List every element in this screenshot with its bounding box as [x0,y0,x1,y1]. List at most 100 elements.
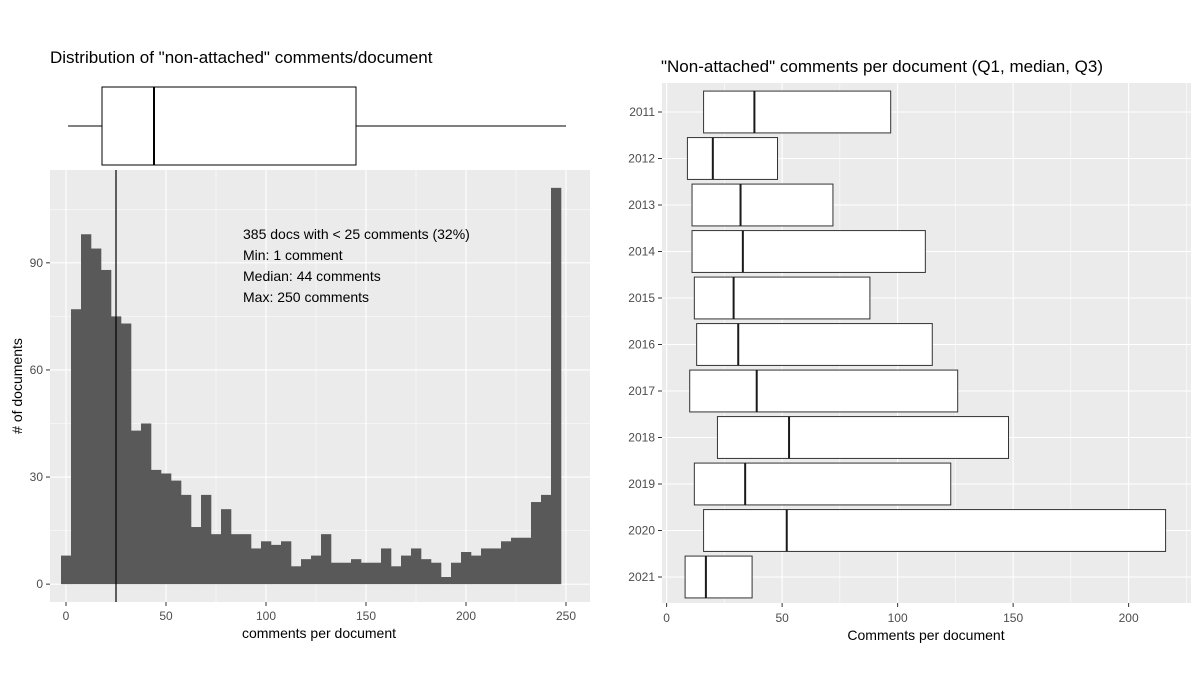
year-box-2017 [689,369,959,413]
year-box-2021 [684,555,753,599]
histogram-bar [431,562,442,585]
histogram-bar [371,562,382,585]
yearly-box-title: "Non-attached" comments per document (Q1… [661,57,1103,76]
histogram-bar [171,480,182,585]
histogram-bar [391,566,402,585]
histogram-x-axis-title: comments per document [242,625,396,641]
x-tick-label: 200 [1119,611,1139,625]
annotation-min: Min: 1 comment [243,247,343,263]
histogram-bar [191,527,202,585]
histogram-y-axis-title: # of documents [9,338,25,434]
histogram-bar [401,555,412,585]
y-tick-label: 2014 [628,245,655,259]
annotation-max: Max: 250 comments [243,289,369,305]
boxplot-box [101,86,357,166]
histogram-bar [361,562,372,585]
histogram-bar [101,269,112,585]
yearly-box-x-ticks: 0 50 100 150 200 [663,603,1139,625]
histogram-bar [441,577,452,585]
histogram-bar [271,544,282,585]
histogram-x-ticks: 0 50 100 150 200 250 [63,602,576,623]
histogram-bar [541,494,552,585]
y-tick-label: 2020 [628,524,655,538]
histogram-bar [231,534,242,585]
histogram-bar [411,548,422,585]
year-box-2018 [716,416,1010,459]
histogram-bar [201,494,212,585]
histogram-bar [501,541,512,585]
y-tick-label: 2016 [628,338,655,352]
histogram-bar [221,509,232,585]
y-tick-label: 30 [30,470,44,484]
annotation-low-count: 385 docs with < 25 comments (32%) [243,226,470,242]
histogram-bar [331,562,342,585]
histogram-bar [161,473,172,585]
y-tick-label: 2011 [629,105,655,119]
y-tick-label: 90 [30,256,44,270]
histogram-bar [551,187,562,585]
y-tick-label: 0 [36,577,43,591]
histogram-bar [381,548,392,585]
histogram-title: Distribution of "non-attached" comments/… [50,48,433,67]
histogram-bar [261,541,272,585]
histogram-bar [291,566,302,585]
histogram-bar [151,469,162,585]
y-tick-label: 2015 [628,291,655,305]
yearly-boxes [684,90,1167,599]
histogram-bar [421,559,432,585]
year-box-2019 [693,462,952,506]
histogram-bar [451,562,462,585]
x-tick-label: 150 [1003,611,1023,625]
histogram-bar [471,555,482,585]
year-box-2015 [693,276,871,320]
year-box-2016 [696,323,933,366]
y-tick-label: 2018 [628,431,655,445]
x-tick-label: 100 [256,609,276,623]
summary-boxplot [68,86,566,166]
y-tick-label: 2012 [628,152,655,166]
x-tick-label: 250 [556,609,576,623]
histogram-bar [181,494,192,585]
histogram-bar [481,548,492,585]
x-tick-label: 0 [663,611,670,625]
histogram-bar [91,248,102,585]
yearly-box-chart: "Non-attached" comments per document (Q1… [628,57,1191,643]
histogram-bar [341,562,352,585]
histogram-bar [121,323,132,585]
histogram-bar [511,537,522,585]
histogram-chart: Distribution of "non-attached" comments/… [9,48,590,641]
histogram-y-ticks: 0 30 60 90 [30,256,50,591]
histogram-bar [311,555,322,585]
histogram-bar [281,541,292,585]
x-tick-label: 50 [775,611,789,625]
histogram-bar [251,548,262,585]
histogram-bar [461,552,472,585]
year-box-2012 [686,137,779,180]
y-tick-label: 60 [30,363,44,377]
histogram-bar [301,559,312,585]
histogram-bar [351,559,362,585]
histogram-bar [211,534,222,585]
x-tick-label: 150 [356,609,376,623]
histogram-bar [531,502,542,585]
y-tick-label: 2019 [628,477,655,491]
yearly-box-y-ticks: 2011 2012 2013 2014 2015 2016 2017 2018 2019 2020… [628,105,662,584]
histogram-bar [71,309,82,585]
y-tick-label: 2021 [628,570,655,584]
histogram-bar [141,423,152,585]
x-tick-label: 200 [456,609,476,623]
histogram-bar [61,555,72,585]
x-tick-label: 50 [159,609,173,623]
histogram-bar [131,430,142,585]
year-box-2014 [691,230,926,273]
histogram-bar [521,537,532,585]
annotation-median: Median: 44 comments [243,268,381,284]
yearly-box-x-axis-title: Comments per document [847,627,1004,643]
year-box-2011 [703,90,892,134]
x-tick-label: 0 [63,609,70,623]
y-tick-label: 2017 [628,384,655,398]
year-box-2020 [703,509,1167,552]
histogram-bar [321,534,332,585]
histogram-bar [81,234,92,585]
